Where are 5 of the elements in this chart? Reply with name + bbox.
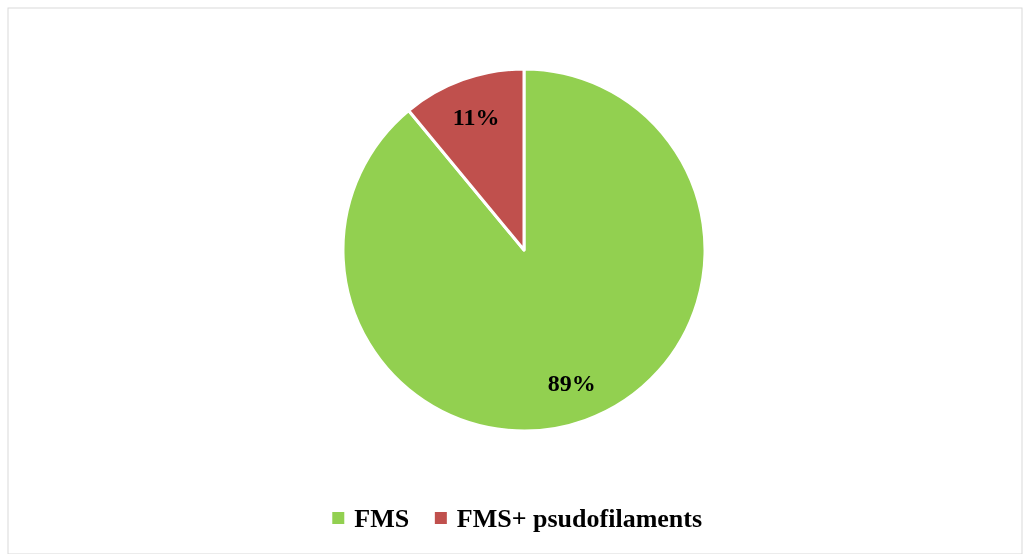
data-label: 11% <box>452 104 500 131</box>
data-label: 89% <box>547 369 596 396</box>
legend-label: FMS <box>354 503 410 533</box>
legend-label: FMS+ psudofilaments <box>456 503 703 533</box>
pie-slice <box>341 67 707 433</box>
